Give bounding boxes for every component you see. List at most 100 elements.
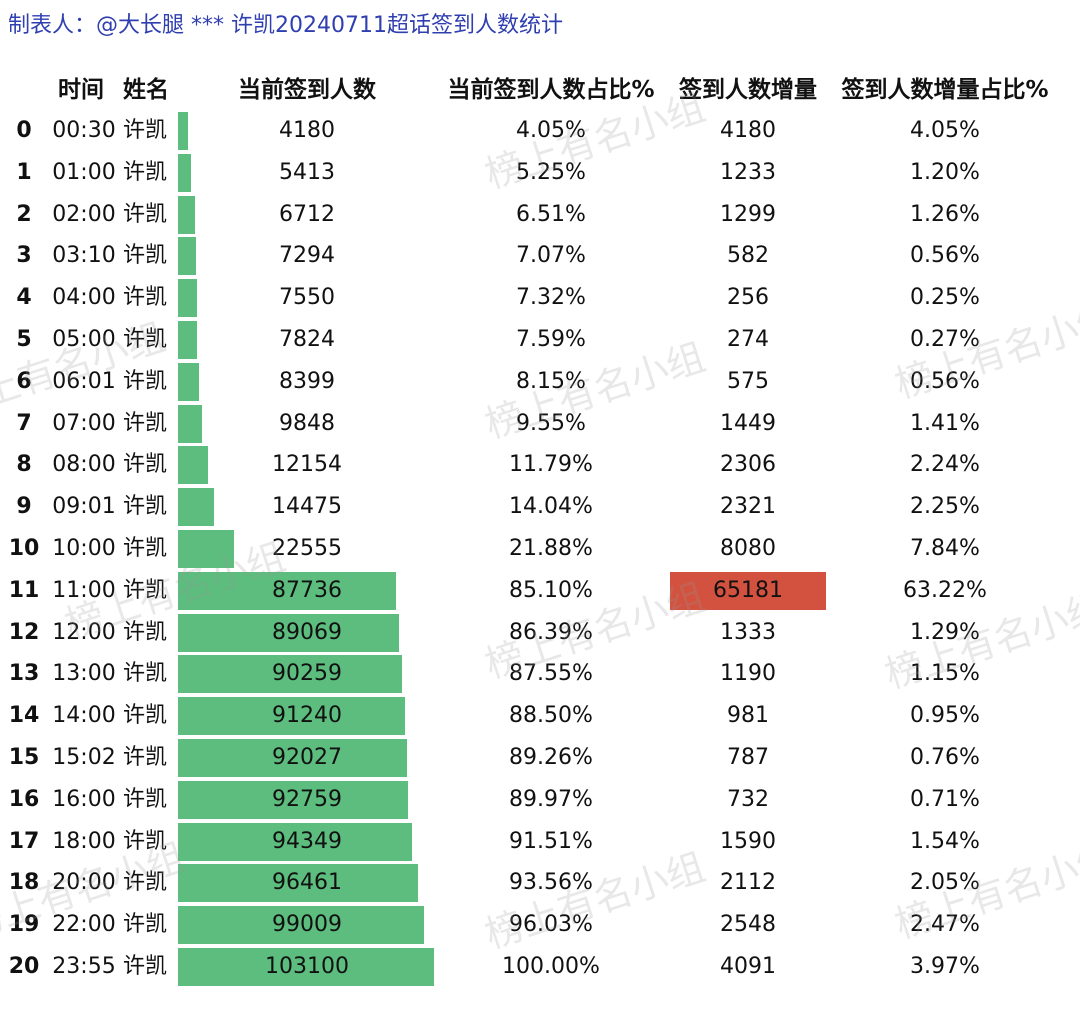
row-increase-pct: 2.24% bbox=[910, 452, 980, 478]
table-row: 18 20:00 许凯 96461 93.56% 2112 2.05% bbox=[0, 862, 1080, 904]
row-current: 92759 bbox=[272, 786, 342, 812]
row-current-pct: 9.55% bbox=[516, 410, 586, 436]
row-increase: 65181 bbox=[713, 577, 783, 603]
row-increase: 4091 bbox=[720, 953, 776, 979]
row-current: 89069 bbox=[272, 619, 342, 645]
row-increase: 4180 bbox=[720, 118, 776, 143]
row-time: 00:30 bbox=[52, 118, 116, 143]
row-index: 17 bbox=[8, 828, 40, 854]
row-current: 5413 bbox=[279, 159, 335, 185]
row-increase-pct: 0.95% bbox=[910, 703, 980, 729]
increase-highlight-bar bbox=[670, 571, 826, 610]
row-index: 13 bbox=[8, 661, 40, 687]
table-row: 8 08:00 许凯 12154 11.79% 2306 2.24% bbox=[0, 444, 1080, 486]
row-index: 6 bbox=[16, 368, 32, 394]
row-name: 许凯 bbox=[123, 953, 168, 979]
row-current: 94349 bbox=[272, 828, 342, 854]
row-name: 许凯 bbox=[123, 118, 168, 143]
row-current-pct: 5.25% bbox=[516, 159, 586, 185]
row-increase-pct: 2.25% bbox=[910, 494, 980, 520]
header-current: 当前签到人数 bbox=[238, 77, 376, 103]
row-increase-pct: 7.84% bbox=[910, 535, 980, 561]
row-index: 3 bbox=[16, 243, 32, 269]
row-name: 许凯 bbox=[123, 326, 168, 352]
current-bar bbox=[178, 571, 396, 610]
table-row: 3 03:10 许凯 7294 7.07% 582 0.56% bbox=[0, 235, 1080, 277]
row-name: 许凯 bbox=[123, 744, 168, 770]
row-increase-pct: 0.56% bbox=[910, 368, 980, 394]
header-increase-pct: 签到人数增量占比% bbox=[841, 77, 1049, 103]
current-bar bbox=[178, 195, 195, 234]
row-time: 02:00 bbox=[52, 201, 116, 227]
row-current-pct: 85.10% bbox=[509, 577, 593, 603]
row-increase-pct: 0.27% bbox=[910, 326, 980, 352]
row-time: 23:55 bbox=[52, 953, 116, 979]
row-index: 5 bbox=[16, 326, 32, 352]
row-time: 20:00 bbox=[52, 870, 116, 896]
row-current-pct: 89.26% bbox=[509, 744, 593, 770]
row-name: 许凯 bbox=[123, 243, 168, 269]
table-row: 14 14:00 许凯 91240 88.50% 981 0.95% bbox=[0, 695, 1080, 737]
row-increase-pct: 2.05% bbox=[910, 870, 980, 896]
row-index: 11 bbox=[8, 577, 40, 603]
table-row: 5 05:00 许凯 7824 7.59% 274 0.27% bbox=[0, 319, 1080, 361]
row-name: 许凯 bbox=[123, 201, 168, 227]
row-current: 12154 bbox=[272, 452, 342, 478]
row-current-pct: 89.97% bbox=[509, 786, 593, 812]
table-row: 10 10:00 许凯 22555 21.88% 8080 7.84% bbox=[0, 528, 1080, 570]
current-bar bbox=[178, 906, 424, 945]
table-row: 4 04:00 许凯 7550 7.32% 256 0.25% bbox=[0, 277, 1080, 319]
row-time: 13:00 bbox=[52, 661, 116, 687]
row-index: 18 bbox=[8, 870, 40, 896]
row-current: 9848 bbox=[279, 410, 335, 436]
row-name: 许凯 bbox=[123, 285, 168, 311]
row-name: 许凯 bbox=[123, 535, 168, 561]
row-increase: 2321 bbox=[720, 494, 776, 520]
table-row: 20 23:55 许凯 103100 100.00% 4091 3.97% bbox=[0, 946, 1080, 988]
table-row: 17 18:00 许凯 94349 91.51% 1590 1.54% bbox=[0, 821, 1080, 863]
current-bar bbox=[178, 362, 199, 401]
current-bar bbox=[178, 320, 197, 359]
row-increase: 582 bbox=[727, 243, 769, 269]
row-index: 12 bbox=[8, 619, 40, 645]
row-time: 06:01 bbox=[52, 368, 116, 394]
row-current-pct: 96.03% bbox=[509, 912, 593, 938]
table-row: 1 01:00 许凯 5413 5.25% 1233 1.20% bbox=[0, 152, 1080, 194]
row-name: 许凯 bbox=[123, 870, 168, 896]
row-current-pct: 7.59% bbox=[516, 326, 586, 352]
row-increase: 787 bbox=[727, 744, 769, 770]
current-bar bbox=[178, 780, 408, 819]
row-index: 0 bbox=[16, 118, 32, 143]
table-row: 12 12:00 许凯 89069 86.39% 1333 1.29% bbox=[0, 612, 1080, 654]
row-current: 4180 bbox=[279, 118, 335, 143]
row-increase: 2112 bbox=[720, 870, 776, 896]
row-index: 19 bbox=[8, 912, 40, 938]
row-current: 22555 bbox=[272, 535, 342, 561]
row-time: 18:00 bbox=[52, 828, 116, 854]
row-name: 许凯 bbox=[123, 494, 168, 520]
row-current: 8399 bbox=[279, 368, 335, 394]
current-bar bbox=[178, 613, 399, 652]
row-increase-pct: 1.29% bbox=[910, 619, 980, 645]
row-index: 16 bbox=[8, 786, 40, 812]
row-time: 09:01 bbox=[52, 494, 116, 520]
row-increase-pct: 0.71% bbox=[910, 786, 980, 812]
row-increase: 256 bbox=[727, 285, 769, 311]
table-row: 19 22:00 许凯 99009 96.03% 2548 2.47% bbox=[0, 904, 1080, 946]
row-increase: 2548 bbox=[720, 912, 776, 938]
row-index: 7 bbox=[16, 410, 32, 436]
row-time: 16:00 bbox=[52, 786, 116, 812]
row-increase-pct: 4.05% bbox=[910, 118, 980, 143]
row-name: 许凯 bbox=[123, 703, 168, 729]
row-increase: 1233 bbox=[720, 159, 776, 185]
current-bar bbox=[178, 822, 412, 861]
row-increase-pct: 1.20% bbox=[910, 159, 980, 185]
row-name: 许凯 bbox=[123, 410, 168, 436]
row-time: 11:00 bbox=[52, 577, 116, 603]
current-bar bbox=[178, 697, 405, 736]
row-name: 许凯 bbox=[123, 159, 168, 185]
table-row: 6 06:01 许凯 8399 8.15% 575 0.56% bbox=[0, 361, 1080, 403]
row-name: 许凯 bbox=[123, 368, 168, 394]
row-current-pct: 11.79% bbox=[509, 452, 593, 478]
row-name: 许凯 bbox=[123, 452, 168, 478]
